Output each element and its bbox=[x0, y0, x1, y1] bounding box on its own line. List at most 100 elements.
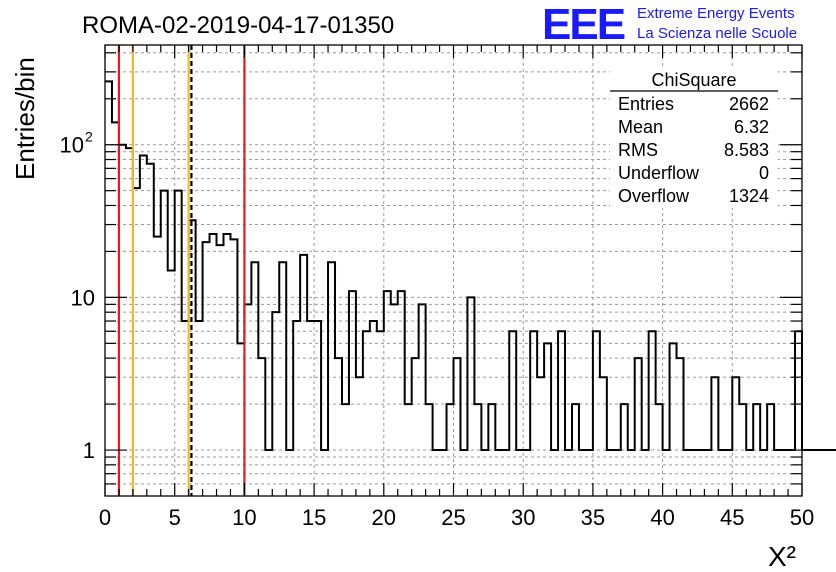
histogram-bin bbox=[495, 450, 502, 496]
histogram-bin bbox=[663, 450, 670, 496]
x-tick-label: 35 bbox=[581, 505, 605, 530]
histogram-bin bbox=[725, 450, 732, 496]
histogram-bin bbox=[147, 164, 154, 496]
histogram-bin bbox=[440, 450, 447, 496]
histogram-bin bbox=[579, 450, 586, 496]
chart-title: ROMA-02-2019-04-17-01350 bbox=[82, 12, 394, 39]
stats-row-value: 2662 bbox=[729, 94, 769, 114]
histogram-bin bbox=[293, 321, 300, 496]
histogram-bin bbox=[307, 321, 314, 496]
y-tick-label-exponent: 2 bbox=[85, 129, 93, 145]
histogram-bin bbox=[196, 321, 203, 496]
histogram-bin bbox=[760, 450, 767, 496]
histogram-bin bbox=[447, 404, 454, 496]
histogram-bin bbox=[356, 377, 363, 496]
histogram-bin bbox=[739, 404, 746, 496]
histogram-bin bbox=[349, 291, 356, 496]
histogram-bin bbox=[217, 245, 224, 496]
histogram-bin bbox=[551, 450, 558, 496]
histogram-bin bbox=[621, 404, 628, 496]
histogram-bin bbox=[586, 450, 593, 496]
y-tick-label: 10 bbox=[71, 285, 95, 310]
histogram-bin bbox=[314, 321, 321, 496]
histogram-bin bbox=[342, 404, 349, 496]
histogram-bin bbox=[481, 450, 488, 496]
histogram-bin bbox=[670, 343, 677, 496]
eee-logo-mark: EEE bbox=[542, 0, 625, 49]
stats-row-label: RMS bbox=[618, 140, 658, 160]
histogram-bin bbox=[370, 321, 377, 496]
histogram-bin bbox=[816, 450, 823, 496]
histogram-outline bbox=[105, 80, 836, 452]
histogram-bin bbox=[265, 450, 272, 496]
histogram-bin bbox=[258, 358, 265, 496]
histogram-bin bbox=[377, 331, 384, 496]
stats-row-value: 8.583 bbox=[724, 140, 769, 160]
x-tick-label: 40 bbox=[650, 505, 674, 530]
histogram-bin bbox=[537, 377, 544, 496]
histogram-bin bbox=[516, 450, 523, 496]
histogram-bin bbox=[391, 304, 398, 496]
histogram-bin bbox=[405, 404, 412, 496]
histogram-bin bbox=[614, 450, 621, 496]
histogram-bin bbox=[802, 450, 809, 496]
stats-row-label: Entries bbox=[618, 94, 674, 114]
y-tick-label: 10 bbox=[60, 133, 84, 158]
histogram-bin bbox=[412, 358, 419, 496]
y-tick-label: 1 bbox=[83, 438, 95, 463]
histogram-bin bbox=[523, 450, 530, 496]
histogram-bin bbox=[419, 304, 426, 496]
histogram-bin bbox=[433, 450, 440, 496]
histogram-bin bbox=[718, 450, 725, 496]
stats-row-label: Mean bbox=[618, 117, 663, 137]
histogram-bin bbox=[154, 237, 161, 496]
stats-row-value: 0 bbox=[759, 163, 769, 183]
histogram-bin bbox=[384, 291, 391, 496]
histogram-bin bbox=[795, 331, 802, 496]
eee-logo: EEE Extreme Energy Events La Scienza nel… bbox=[542, 0, 797, 49]
histogram-bin bbox=[454, 358, 461, 496]
histogram-bin bbox=[502, 450, 509, 496]
histogram-bin bbox=[732, 377, 739, 496]
histogram-bin bbox=[823, 450, 830, 496]
x-tick-label: 30 bbox=[511, 505, 535, 530]
stats-row-value: 1324 bbox=[729, 186, 769, 206]
histogram-bin bbox=[774, 450, 781, 496]
histogram-bin bbox=[704, 450, 711, 496]
x-tick-label: 0 bbox=[99, 505, 111, 530]
histogram-bin bbox=[321, 450, 328, 496]
histogram-bin bbox=[251, 262, 258, 496]
histogram-bin bbox=[328, 262, 335, 496]
histogram-bin bbox=[753, 404, 760, 496]
x-tick-label: 20 bbox=[372, 505, 396, 530]
histogram-bin bbox=[593, 331, 600, 496]
histogram-bin bbox=[809, 450, 816, 496]
histogram-bin bbox=[600, 377, 607, 496]
histogram-bin bbox=[781, 450, 788, 496]
histogram-bin bbox=[223, 234, 230, 496]
histogram-bin bbox=[690, 450, 697, 496]
stats-title: ChiSquare bbox=[651, 70, 736, 90]
histogram-bin bbox=[830, 450, 836, 496]
histogram-bin bbox=[711, 377, 718, 496]
histogram-bin bbox=[467, 297, 474, 496]
x-tick-label: 50 bbox=[790, 505, 814, 530]
x-tick-label: 10 bbox=[232, 505, 256, 530]
histogram-bin bbox=[105, 81, 112, 496]
eee-logo-line1: Extreme Energy Events bbox=[637, 5, 795, 22]
histogram-bin bbox=[175, 191, 182, 496]
histogram-bin bbox=[398, 291, 405, 496]
stats-row-value: 6.32 bbox=[734, 117, 769, 137]
histogram-bin bbox=[746, 450, 753, 496]
x-tick-label: 45 bbox=[720, 505, 744, 530]
histogram-bin bbox=[272, 312, 279, 496]
histogram-bin bbox=[460, 450, 467, 496]
histogram-bin bbox=[509, 331, 516, 496]
histogram-bin bbox=[230, 239, 237, 496]
histogram-bin bbox=[544, 343, 551, 496]
histogram-bin bbox=[426, 404, 433, 496]
x-tick-label: 15 bbox=[302, 505, 326, 530]
x-tick-label: 5 bbox=[169, 505, 181, 530]
histogram-bin bbox=[168, 271, 175, 497]
